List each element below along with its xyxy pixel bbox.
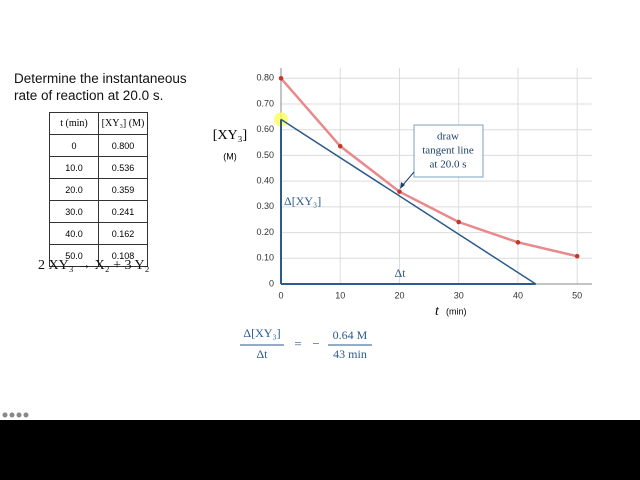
y-tick-label: 0.60 xyxy=(256,124,274,134)
value-numerator: 0.64 M xyxy=(333,328,368,342)
rate-denominator: Δt xyxy=(256,347,268,361)
callout-text: draw xyxy=(437,131,459,143)
callout-arrow xyxy=(401,171,415,187)
x-tick-label: 10 xyxy=(335,290,345,300)
y-tick-label: 0.80 xyxy=(256,73,274,83)
black-bar xyxy=(0,420,640,480)
y-axis-unit: (M) xyxy=(223,151,237,161)
data-point xyxy=(456,219,462,225)
callout-text: at 20.0 s xyxy=(430,159,467,171)
prompt: Determine the instantaneous rate of reac… xyxy=(14,71,187,103)
table-row: 0 0.800 xyxy=(49,134,148,157)
data-point xyxy=(397,189,402,194)
x-tick-label: 20 xyxy=(394,290,404,300)
curve xyxy=(280,77,578,258)
callout-arrowhead xyxy=(400,182,405,189)
data-point xyxy=(278,75,284,81)
equation: 2 XY₃ → X₂ + 3 Y₂ xyxy=(38,258,150,273)
y-tick-label: 0.20 xyxy=(256,227,274,237)
y-tick-label: 0.50 xyxy=(256,150,274,160)
x-tick-label: 30 xyxy=(454,290,464,300)
equals-sign: = xyxy=(294,336,301,351)
value-denominator: 43 min xyxy=(333,347,367,361)
y-tick-label: 0.40 xyxy=(256,176,274,186)
table-row: t (min) [XY₃] (M) xyxy=(49,112,148,135)
x-axis-label: t xyxy=(435,304,440,319)
table-row: 50.0 0.108 xyxy=(49,244,148,267)
x-tick-label: 0 xyxy=(278,290,283,300)
table-cell: 0.241 xyxy=(98,200,148,223)
slide-controls xyxy=(2,412,29,418)
y-tick-label: 0 xyxy=(269,278,274,288)
chart: [XY₃] (M) t (min) Δ[XY₃] Δt = − 0.64 M 4… xyxy=(2,68,592,418)
table-row: 20.0 0.359 xyxy=(49,178,148,201)
y-tick-label: 0.10 xyxy=(256,253,274,263)
delta-y-label: Δ[XY₃] xyxy=(284,194,321,208)
data-point xyxy=(515,240,521,245)
data-point xyxy=(574,253,580,259)
callout-box xyxy=(413,124,484,178)
rate-numerator: Δ[XY₃] xyxy=(243,326,280,340)
y-axis-label: [XY₃] xyxy=(213,128,247,143)
x-tick-label: 50 xyxy=(572,290,582,300)
x-axis-unit: (min) xyxy=(446,306,467,316)
tangent-line xyxy=(280,118,537,285)
data-point xyxy=(337,143,343,149)
data-table: t (min) [XY₃] (M) 0 0.800 10.0 0.536 20.0 0.359… xyxy=(49,112,148,267)
table-row: 30.0 0.241 xyxy=(49,200,148,223)
table-cell: 0.108 xyxy=(98,244,148,267)
y-tick-label: 0.70 xyxy=(256,98,274,108)
x-tick-label: 40 xyxy=(513,290,523,300)
delta-x-label: Δt xyxy=(394,266,406,280)
callout-text: tangent line xyxy=(422,145,474,157)
y-tick-label: 0.30 xyxy=(256,201,274,211)
minus-sign: − xyxy=(312,336,319,351)
